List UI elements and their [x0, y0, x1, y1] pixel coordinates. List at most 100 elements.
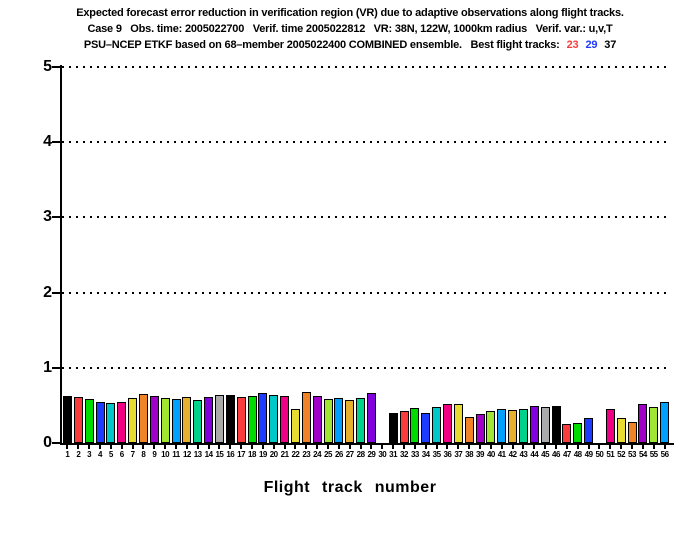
- x-tick-mark-12: [185, 445, 188, 449]
- best-track-23: 23: [566, 39, 579, 51]
- x-tick-mark-1: [66, 445, 69, 449]
- x-tick-mark-20: [272, 445, 275, 449]
- bar-track-7: [128, 397, 138, 443]
- x-tick-mark-42: [511, 445, 514, 449]
- x-tick-label-25: 25: [324, 450, 332, 459]
- x-tick-mark-31: [392, 445, 395, 449]
- x-tick-label-4: 4: [98, 450, 102, 459]
- y-tick-mark-3: [52, 216, 60, 219]
- x-tick-mark-18: [251, 445, 253, 449]
- x-axis-line: [60, 443, 674, 445]
- y-tick-mark-1: [52, 366, 60, 369]
- y-tick-mark-2: [52, 291, 60, 294]
- x-tick-mark-43: [522, 445, 525, 449]
- x-tick-label-27: 27: [345, 450, 354, 459]
- x-tick-label-2: 2: [76, 450, 81, 459]
- x-tick-mark-2: [77, 445, 80, 449]
- x-tick-mark-9: [153, 445, 156, 449]
- y-tick-mark-4: [52, 141, 60, 144]
- bar-track-12: [182, 397, 192, 443]
- bar-track-54: [638, 403, 648, 443]
- bar-track-49: [584, 418, 594, 443]
- y-tick-label-1: 1: [43, 358, 52, 376]
- x-tick-mark-28: [359, 445, 362, 449]
- y-tick-label-2: 2: [43, 283, 52, 301]
- x-tick-label-37: 37: [454, 450, 463, 459]
- x-tick-mark-16: [229, 445, 232, 449]
- bar-track-2: [73, 397, 83, 443]
- bar-track-40: [486, 410, 496, 443]
- x-tick-mark-24: [316, 445, 319, 449]
- x-tick-mark-25: [327, 445, 329, 449]
- x-tick-label-43: 43: [519, 450, 528, 459]
- x-tick-mark-26: [337, 445, 340, 449]
- x-tick-mark-35: [435, 445, 438, 449]
- x-tick-label-19: 19: [258, 450, 267, 459]
- x-tick-label-14: 14: [204, 450, 213, 459]
- bar-track-1: [62, 396, 72, 443]
- x-tick-label-8: 8: [141, 450, 146, 459]
- bar-track-16: [225, 394, 235, 443]
- bar-track-38: [464, 416, 474, 443]
- y-tick-label-4: 4: [43, 133, 52, 151]
- x-tick-label-12: 12: [182, 450, 191, 459]
- x-tick-label-34: 34: [421, 450, 430, 459]
- x-tick-mark-27: [348, 445, 351, 449]
- x-tick-mark-21: [283, 445, 286, 449]
- x-tick-label-24: 24: [313, 450, 322, 459]
- gridline-y4: [62, 141, 670, 144]
- x-tick-mark-49: [587, 445, 590, 449]
- x-tick-label-31: 31: [389, 450, 398, 459]
- x-tick-label-38: 38: [465, 450, 474, 459]
- bar-track-4: [95, 401, 105, 443]
- x-tick-label-13: 13: [193, 450, 202, 459]
- x-tick-label-7: 7: [130, 450, 135, 459]
- bar-track-46: [551, 406, 561, 443]
- x-tick-mark-55: [652, 445, 655, 449]
- x-tick-label-32: 32: [400, 450, 408, 459]
- bar-track-20: [269, 394, 279, 443]
- gridline-y2: [62, 291, 670, 294]
- x-tick-label-42: 42: [508, 450, 517, 459]
- x-tick-mark-34: [424, 445, 427, 449]
- bar-track-29: [366, 393, 376, 443]
- x-tick-label-23: 23: [302, 450, 311, 459]
- bar-track-10: [160, 397, 170, 443]
- x-tick-mark-19: [261, 445, 264, 449]
- bar-track-27: [345, 400, 355, 443]
- bar-track-51: [605, 409, 615, 443]
- x-tick-mark-36: [446, 445, 449, 449]
- bar-track-19: [258, 393, 268, 443]
- x-tick-mark-6: [120, 445, 123, 449]
- bar-track-18: [247, 396, 257, 443]
- x-tick-mark-56: [663, 445, 666, 449]
- best-track-37: 37: [604, 39, 617, 51]
- chart-title-line1: Expected forecast error reduction in ver…: [76, 7, 624, 19]
- bar-track-55: [649, 406, 659, 443]
- x-tick-mark-13: [196, 445, 199, 449]
- bar-track-17: [236, 397, 246, 443]
- x-tick-label-56: 56: [660, 450, 669, 459]
- x-tick-mark-11: [175, 445, 177, 449]
- bar-track-39: [475, 413, 485, 443]
- bar-track-42: [508, 409, 518, 443]
- y-tick-label-0: 0: [43, 434, 52, 451]
- bar-track-3: [84, 399, 94, 443]
- bar-track-32: [399, 410, 409, 443]
- bar-track-21: [280, 395, 290, 443]
- x-tick-mark-41: [500, 445, 503, 449]
- x-tick-label-49: 49: [584, 450, 593, 459]
- x-tick-mark-4: [99, 445, 101, 449]
- x-tick-label-16: 16: [226, 450, 235, 459]
- x-tick-mark-23: [305, 445, 308, 449]
- x-tick-mark-7: [131, 445, 134, 449]
- bar-track-53: [627, 421, 637, 443]
- bar-track-44: [529, 406, 539, 443]
- x-tick-mark-39: [479, 445, 481, 449]
- bar-track-13: [193, 400, 203, 443]
- bar-track-47: [562, 424, 572, 443]
- x-tick-label-3: 3: [87, 450, 92, 459]
- x-tick-mark-54: [641, 445, 644, 449]
- x-tick-mark-3: [88, 445, 91, 449]
- x-tick-label-52: 52: [617, 450, 626, 459]
